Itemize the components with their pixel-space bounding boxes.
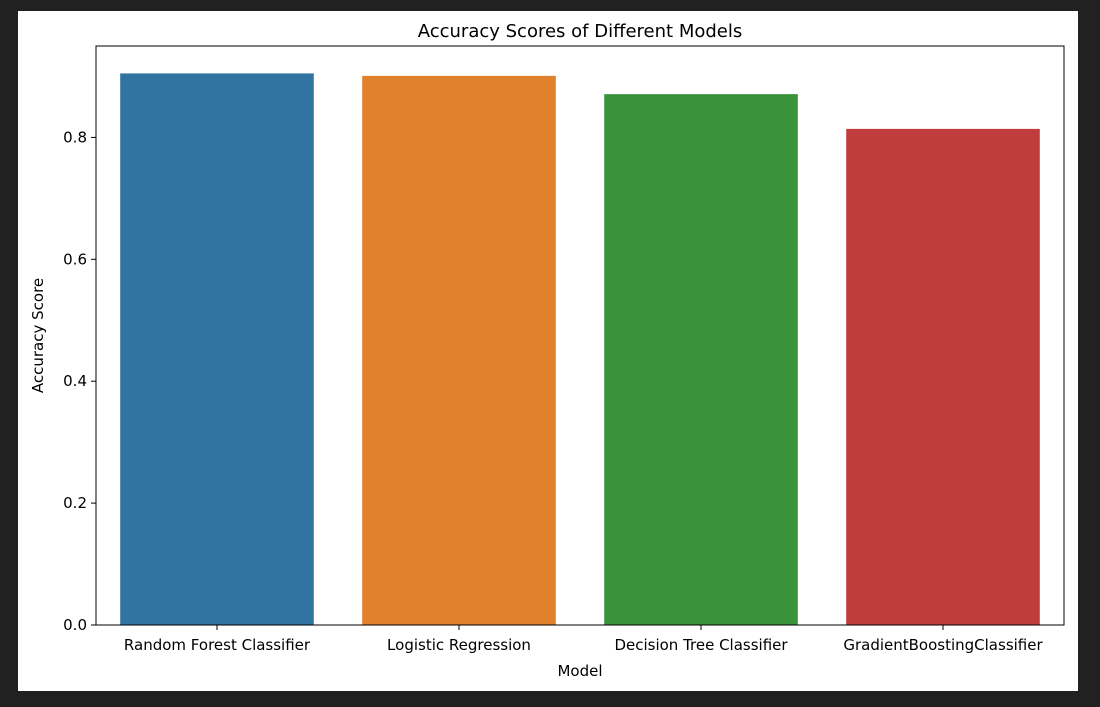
x-tick-label: GradientBoostingClassifier: [843, 636, 1043, 654]
bar-2: [362, 75, 556, 626]
chart-figure: Accuracy Scores of Different Models Accu…: [18, 11, 1078, 691]
bars-group: [120, 73, 1040, 626]
y-axis-label: Accuracy Score: [29, 278, 47, 393]
y-tick-label: 0.0: [63, 616, 87, 634]
bar-3: [604, 94, 798, 625]
bar-4: [846, 128, 1040, 625]
y-tick-label: 0.8: [63, 128, 87, 146]
y-tick-label: 0.2: [63, 494, 87, 512]
plot-area-frame: [95, 45, 1065, 626]
bar-1: [120, 73, 314, 625]
y-tick-label: 0.4: [63, 372, 87, 390]
y-tick-label: 0.6: [63, 250, 87, 268]
x-axis-ticks: Random Forest Classifier Logistic Regress…: [124, 625, 1043, 654]
x-tick-label: Random Forest Classifier: [124, 636, 311, 654]
chart-title: Accuracy Scores of Different Models: [418, 21, 743, 42]
y-axis-ticks: 0.0 0.2 0.4 0.6 0.8: [63, 128, 96, 634]
x-axis-label: Model: [557, 662, 602, 680]
bar-chart: Accuracy Scores of Different Models Accu…: [29, 21, 1065, 680]
x-tick-label: Logistic Regression: [387, 636, 531, 654]
x-tick-label: Decision Tree Classifier: [614, 636, 788, 654]
